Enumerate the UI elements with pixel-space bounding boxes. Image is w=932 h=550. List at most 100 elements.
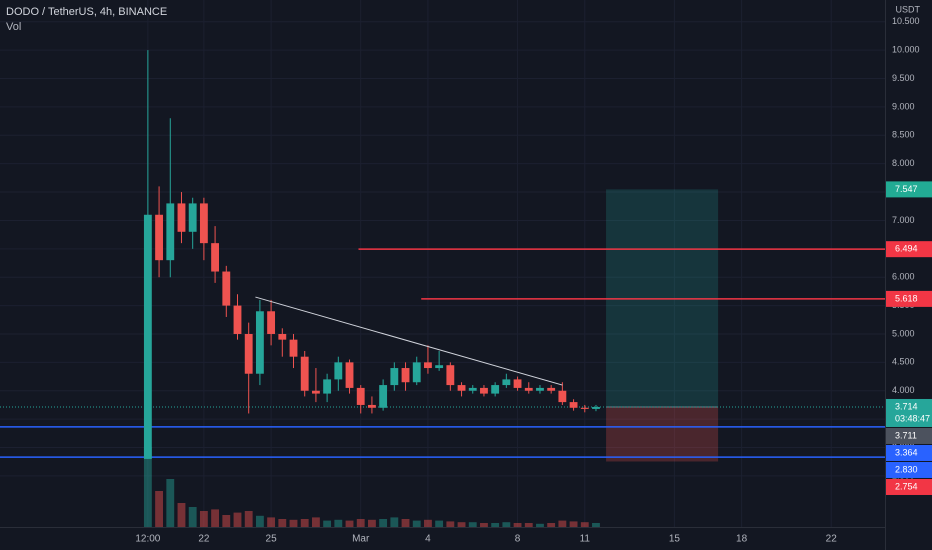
candle-body bbox=[401, 368, 410, 383]
volume-bar bbox=[502, 522, 511, 527]
x-tick-label: 4 bbox=[425, 534, 431, 545]
candle-body bbox=[524, 387, 533, 391]
y-tick-label: 10.500 bbox=[892, 16, 920, 26]
volume-bar bbox=[166, 479, 175, 527]
volume-bar bbox=[177, 503, 186, 527]
candle-body bbox=[311, 390, 320, 394]
candle-body bbox=[536, 387, 544, 391]
candle-body bbox=[480, 387, 488, 394]
volume-bar bbox=[188, 507, 197, 527]
volume-bar bbox=[536, 523, 544, 527]
volume-bar bbox=[211, 509, 220, 527]
volume-bar bbox=[390, 517, 399, 527]
candle-body bbox=[222, 271, 231, 306]
volume-bar bbox=[289, 519, 298, 527]
volume-bar bbox=[222, 515, 231, 527]
volume-bar bbox=[300, 519, 309, 527]
x-tick-label: Mar bbox=[352, 534, 370, 545]
volume-bar bbox=[569, 521, 578, 527]
x-tick-label: 11 bbox=[580, 534, 591, 545]
price-label-box bbox=[886, 241, 932, 258]
y-tick-label: 4.500 bbox=[892, 357, 915, 367]
volume-bar bbox=[468, 522, 477, 527]
price-label: 2.754 bbox=[895, 481, 918, 491]
price-label: 6.494 bbox=[895, 244, 918, 254]
candle-body bbox=[255, 311, 264, 374]
currency-label: USDT bbox=[896, 4, 921, 14]
volume-bar bbox=[480, 523, 488, 527]
y-tick-label: 4.000 bbox=[892, 385, 915, 395]
chart-title: DODO / TetherUS, 4h, BINANCE bbox=[6, 6, 167, 18]
candle-body bbox=[300, 356, 309, 391]
volume-bar bbox=[334, 519, 343, 527]
price-label-timer: 03:48:47 bbox=[895, 413, 930, 423]
y-tick-label: 9.000 bbox=[892, 101, 915, 111]
x-tick-label: 25 bbox=[266, 534, 278, 545]
y-tick-label: 8.000 bbox=[892, 158, 915, 168]
volume-bar bbox=[446, 521, 455, 527]
y-tick-label: 9.500 bbox=[892, 73, 915, 83]
price-label-box bbox=[886, 181, 932, 198]
volume-bar bbox=[491, 523, 500, 527]
volume-bar bbox=[199, 511, 208, 527]
candle-body bbox=[580, 407, 589, 409]
volume-bar bbox=[524, 523, 533, 527]
candle-body bbox=[188, 203, 197, 232]
x-tick-label: 18 bbox=[736, 534, 748, 545]
x-tick-label: 12:00 bbox=[135, 534, 160, 545]
candle-body bbox=[368, 404, 376, 408]
candle-body bbox=[323, 379, 332, 394]
volume-bar bbox=[558, 520, 567, 527]
price-label: 3.364 bbox=[895, 447, 918, 457]
candle-body bbox=[390, 368, 399, 386]
candle-body bbox=[491, 385, 500, 394]
candle-body bbox=[199, 203, 208, 244]
volume-bar bbox=[435, 520, 444, 527]
candle-body bbox=[356, 387, 365, 405]
price-label-box bbox=[886, 290, 932, 307]
candle-body bbox=[435, 365, 444, 369]
candle-body bbox=[502, 379, 511, 386]
candle-body bbox=[166, 203, 175, 261]
candle-body bbox=[424, 362, 432, 369]
axes: 2.5003.0003.5004.0004.5005.0005.5006.000… bbox=[135, 16, 932, 545]
volume-bar bbox=[155, 491, 163, 527]
y-tick-label: 8.500 bbox=[892, 130, 915, 140]
volume-bar bbox=[457, 522, 466, 527]
price-label-box bbox=[886, 427, 932, 444]
candle-body bbox=[446, 365, 455, 386]
volume-bar bbox=[323, 520, 332, 527]
volume-bar bbox=[267, 517, 276, 527]
candle-body bbox=[233, 305, 242, 334]
price-label-box bbox=[886, 478, 932, 495]
price-label: 3.711 bbox=[895, 430, 917, 440]
candle-body bbox=[345, 362, 354, 388]
y-tick-label: 10.000 bbox=[892, 45, 920, 55]
price-label-box bbox=[886, 461, 932, 478]
price-label-box bbox=[886, 398, 932, 427]
candle-body bbox=[592, 406, 600, 409]
volume-bar bbox=[547, 523, 556, 527]
candle-body bbox=[278, 333, 287, 340]
volume-bar bbox=[356, 519, 365, 527]
y-tick-label: 7.000 bbox=[892, 215, 915, 225]
volume-bar bbox=[424, 519, 432, 527]
candle-body bbox=[155, 214, 163, 261]
volume-bar bbox=[412, 520, 421, 527]
candle-body bbox=[289, 339, 298, 357]
candle-body bbox=[558, 390, 567, 403]
x-tick-label: 22 bbox=[198, 534, 210, 545]
loss-zone bbox=[606, 406, 719, 462]
price-label: 7.547 bbox=[895, 184, 918, 194]
candle-body bbox=[177, 203, 186, 232]
volume-bar bbox=[143, 447, 152, 527]
candle-body bbox=[468, 387, 477, 391]
overlay bbox=[0, 189, 885, 462]
volume-bar bbox=[513, 523, 522, 527]
trendline bbox=[255, 296, 563, 386]
volume-bar bbox=[379, 519, 388, 527]
x-tick-label: 15 bbox=[669, 534, 681, 545]
